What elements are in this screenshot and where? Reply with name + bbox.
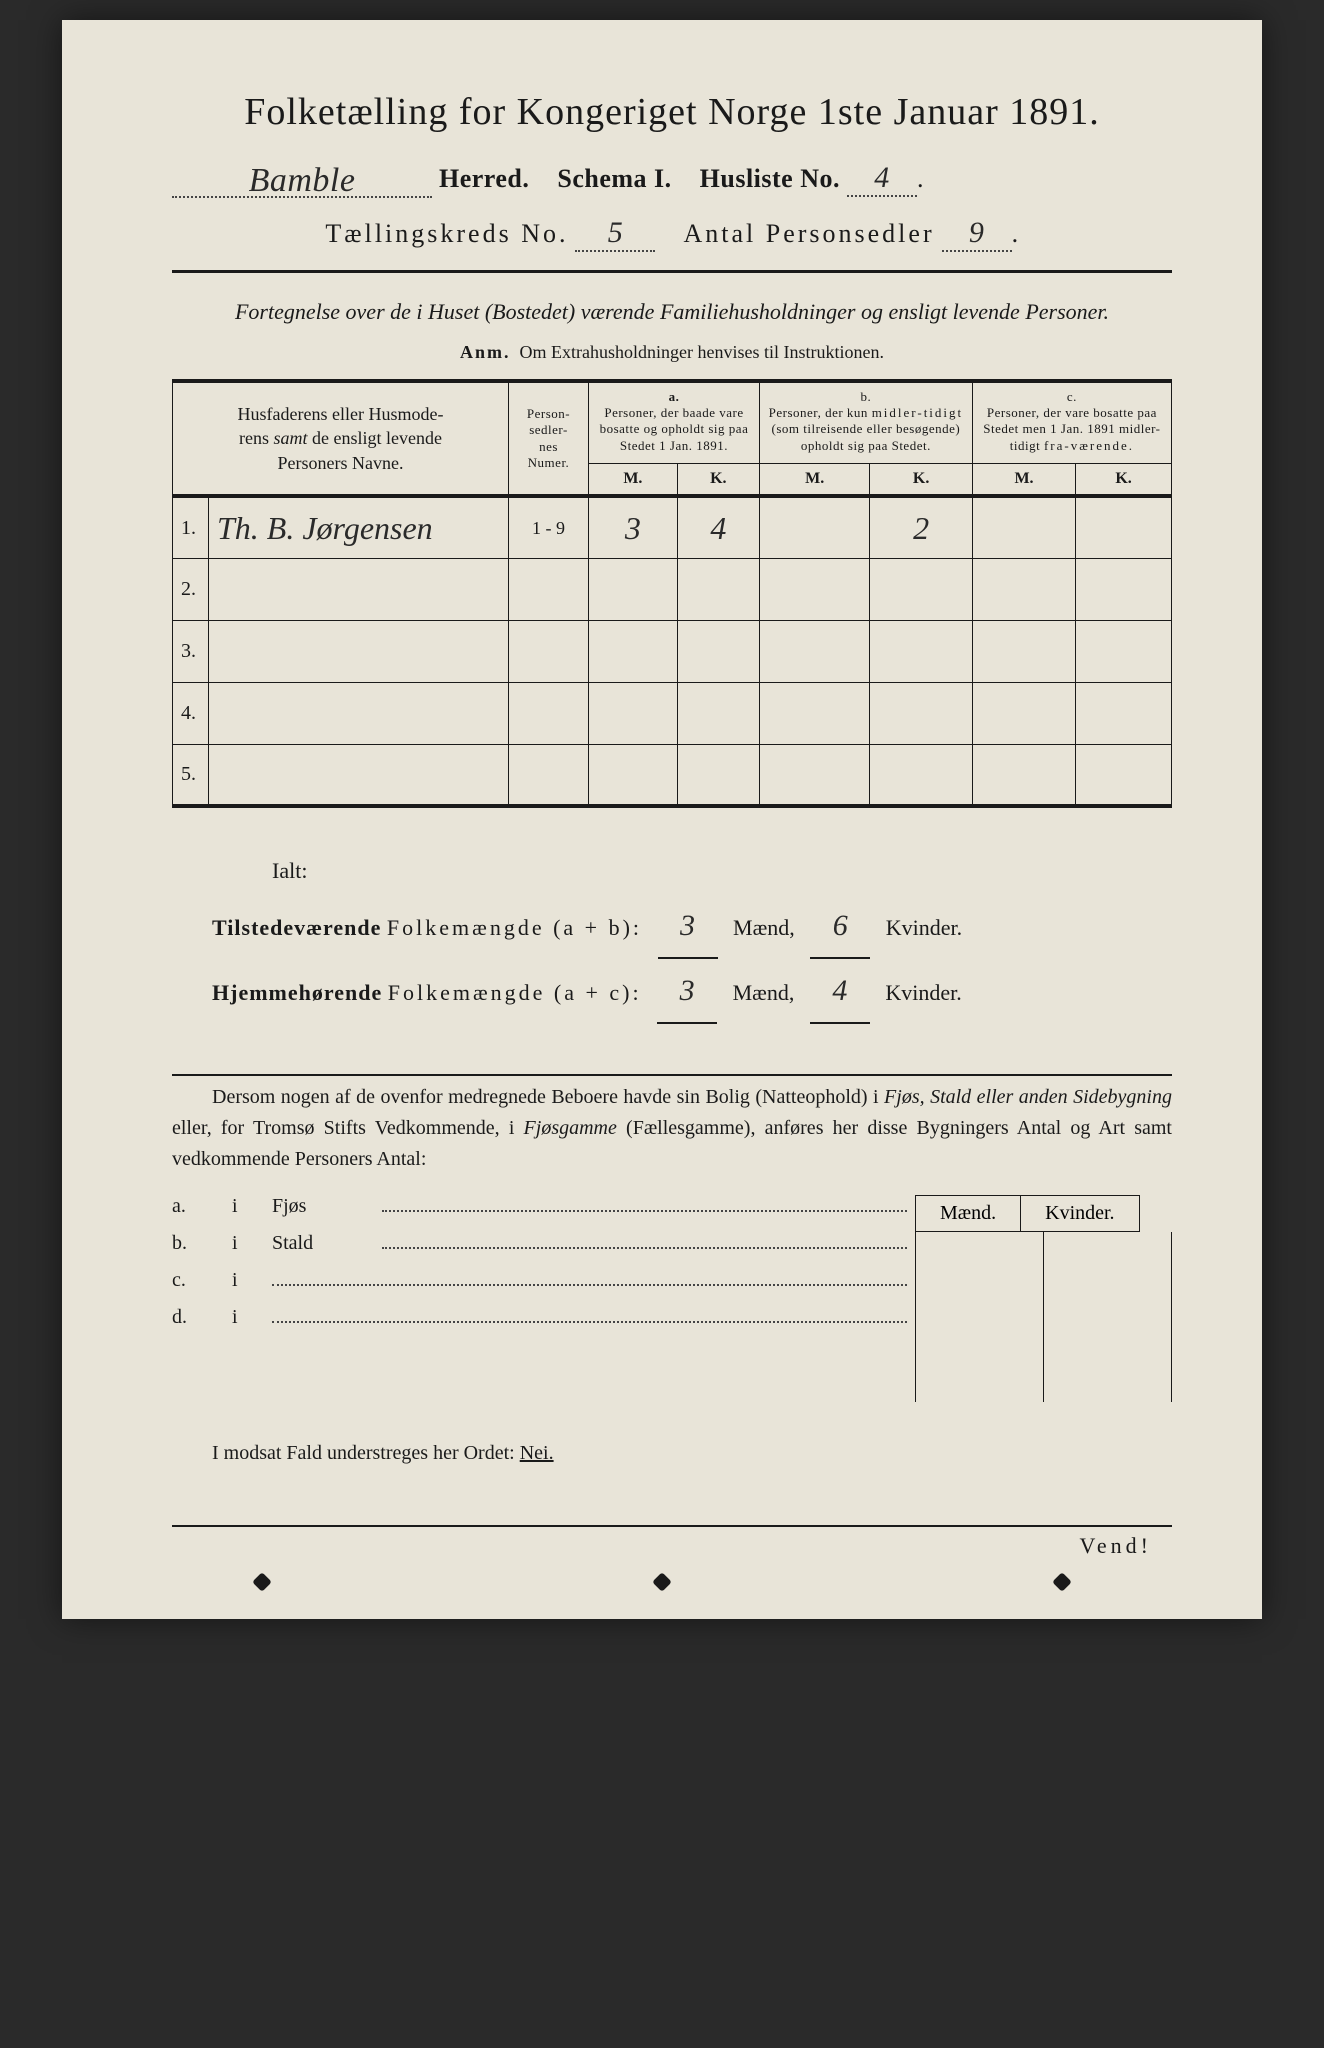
household-table: Husfaderens eller Husmode-rens samt de e…	[172, 379, 1172, 809]
husliste-label: Husliste No.	[700, 164, 840, 193]
footer-line: I modsat Fald understreges her Ordet: Ne…	[172, 1442, 1172, 1465]
table-row: 4.	[173, 682, 1172, 744]
buildings-mk-columns: Mænd. Kvinder.	[915, 1195, 1172, 1402]
kreds-label: Tællingskreds No.	[325, 219, 568, 248]
totals-line-2: Hjemmehørende Folkemængde (a + c): 3 Mæn…	[212, 959, 1172, 1024]
hjemme-m: 3	[680, 974, 695, 1007]
bld-head-m: Mænd.	[916, 1195, 1021, 1232]
building-row: c. i	[172, 1269, 915, 1292]
totals-line-1: Tilstedeværende Folkemængde (a + b): 3 M…	[212, 894, 1172, 959]
husliste-value: 4	[874, 161, 890, 194]
header-line-1: Bamble Herred. Schema I. Husliste No. 4.	[172, 158, 1172, 198]
building-row: d. i	[172, 1306, 915, 1329]
antal-label: Antal Personsedler	[683, 219, 934, 248]
herred-value: Bamble	[249, 162, 356, 199]
ialt-label: Ialt:	[272, 848, 1172, 894]
antal-value: 9	[969, 216, 985, 249]
row-nummer: 1 - 9	[532, 518, 565, 538]
divider	[172, 1074, 1172, 1076]
schema-label: Schema I.	[557, 164, 671, 193]
census-form-page: Folketælling for Kongeriget Norge 1ste J…	[62, 20, 1262, 1619]
col-c-m: M.	[972, 464, 1075, 497]
row-am: 3	[625, 510, 641, 546]
tilstede-m: 3	[680, 909, 695, 942]
hjemme-k: 4	[832, 974, 847, 1007]
buildings-paragraph: Dersom nogen af de ovenfor medregnede Be…	[172, 1082, 1172, 1175]
col-b-text: Personer, der kun midler-tidigt (som til…	[769, 405, 964, 453]
col-c-label: c.	[1067, 389, 1077, 404]
col-names: Husfaderens eller Husmode-rens samt de e…	[238, 404, 444, 473]
building-row: b. i Stald	[172, 1232, 915, 1255]
col-b-m: M.	[759, 464, 870, 497]
col-nummer: Person- sedler- nes Numer.	[509, 381, 589, 497]
divider	[172, 270, 1172, 273]
row-name: Th. B. Jørgensen	[217, 510, 433, 546]
header-line-2: Tællingskreds No. 5 Antal Personsedler 9…	[172, 216, 1172, 252]
col-b-k: K.	[870, 464, 972, 497]
bld-head-k: Kvinder.	[1021, 1195, 1139, 1232]
divider	[172, 1525, 1172, 1527]
row-ak: 4	[710, 510, 726, 546]
row-num: 1.	[173, 496, 209, 558]
table-row: 3.	[173, 620, 1172, 682]
anm-text: Om Extrahusholdninger henvises til Instr…	[520, 342, 884, 362]
table-row: 5.	[173, 744, 1172, 806]
binding-holes	[62, 1575, 1262, 1589]
vend-label: Vend!	[172, 1533, 1172, 1559]
col-c-k: K.	[1076, 464, 1172, 497]
kreds-value: 5	[608, 216, 624, 249]
building-row: a. i Fjøs	[172, 1195, 915, 1218]
anm-line: Anm. Om Extrahusholdninger henvises til …	[172, 342, 1172, 363]
table-row: 2.	[173, 558, 1172, 620]
totals-block: Ialt: Tilstedeværende Folkemængde (a + b…	[212, 848, 1172, 1024]
anm-label: Anm.	[460, 342, 511, 362]
subtitle: Fortegnelse over de i Huset (Bostedet) v…	[172, 297, 1172, 328]
herred-label: Herred.	[439, 164, 529, 193]
col-c-text: Personer, der vare bosatte paa Stedet me…	[983, 405, 1160, 453]
col-a-label: a.	[669, 389, 680, 404]
nei-word: Nei.	[520, 1442, 554, 1464]
buildings-block: a. i Fjøs b. i Stald c. i d. i	[172, 1195, 1172, 1402]
row-bk: 2	[913, 510, 929, 546]
tilstede-k: 6	[833, 909, 848, 942]
page-title: Folketælling for Kongeriget Norge 1ste J…	[172, 90, 1172, 134]
col-a-text: Personer, der baade vare bosatte og opho…	[600, 405, 749, 453]
col-b-label: b.	[861, 389, 872, 404]
table-row: 1. Th. B. Jørgensen 1 - 9 3 4 2	[173, 496, 1172, 558]
col-a-m: M.	[589, 464, 678, 497]
col-a-k: K.	[677, 464, 759, 497]
